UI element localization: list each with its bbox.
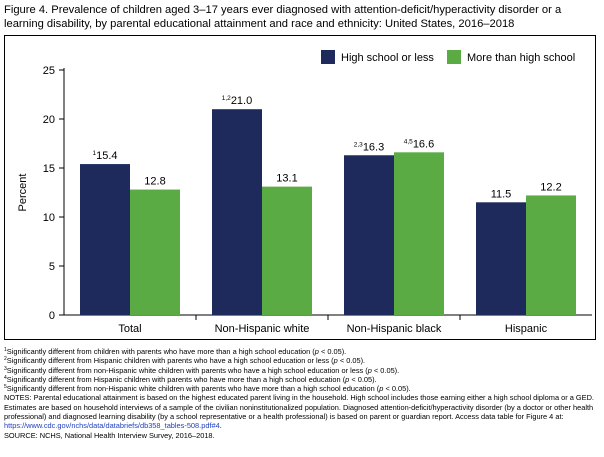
x-tick-label: Total (118, 323, 141, 335)
data-label: 13.1 (276, 173, 297, 185)
bar-more-than-high-school (130, 189, 180, 315)
x-tick-label: Non-Hispanic white (215, 323, 310, 335)
y-axis-label: Percent (17, 174, 29, 212)
legend-label: More than high school (467, 52, 575, 64)
significance-marker: 2,3 (354, 141, 363, 148)
significance-marker: 4,5 (404, 138, 413, 145)
footnote-5: 5Significantly different from non-Hispan… (4, 384, 411, 394)
bar-high-school-or-less (476, 202, 526, 315)
legend-swatch (447, 50, 461, 64)
data-label: 11.5 (491, 188, 512, 200)
y-tick-label: 15 (43, 163, 55, 175)
data-label: 2,316.3 (354, 141, 384, 153)
data-value: 21.0 (231, 95, 252, 107)
legend-label: High school or less (341, 52, 434, 64)
footnote-2: 2Significantly different from Hispanic c… (4, 356, 366, 366)
bar-more-than-high-school (394, 152, 444, 315)
legend-swatch (321, 50, 335, 64)
data-value: 16.3 (363, 141, 384, 153)
y-tick-label: 25 (43, 65, 55, 77)
figure-title: Figure 4. Prevalence of children aged 3–… (4, 4, 562, 30)
bar-chart: 0 5 10 15 20 25 Percent Total 115.4 12.8 Non-Hispa… (17, 50, 592, 335)
data-label: 12.8 (144, 176, 165, 188)
bar-high-school-or-less (212, 109, 262, 315)
bar-more-than-high-school (262, 186, 312, 315)
data-label: 115.4 (92, 150, 117, 162)
bar-high-school-or-less (344, 155, 394, 315)
source-line: SOURCE: NCHS, National Health Interview … (4, 430, 215, 440)
significance-marker: 1,2 (222, 95, 231, 102)
chart-area: 0 5 10 15 20 25 Percent Total 115.4 12.8 Non-Hispa… (4, 35, 596, 340)
notes-paragraph: NOTES: Parental educational attainment i… (4, 393, 594, 431)
footnotes: 1Significantly different from children w… (4, 347, 600, 440)
footnote-1: 1Significantly different from children w… (4, 347, 347, 356)
data-label: 12.2 (540, 181, 561, 193)
x-tick-label: Hispanic (505, 323, 548, 335)
bar-high-school-or-less (80, 164, 130, 315)
data-label: 1,221.0 (222, 95, 252, 107)
y-tick-label: 20 (43, 114, 55, 126)
y-tick-label: 10 (43, 212, 55, 224)
data-value: 16.6 (413, 138, 434, 150)
footnote-3: 3Significantly different from non-Hispan… (4, 365, 400, 375)
data-label: 4,516.6 (404, 138, 434, 150)
y-tick-label: 0 (49, 310, 55, 322)
x-tick-label: Non-Hispanic black (347, 323, 442, 335)
y-tick-label: 5 (49, 261, 55, 273)
footnote-4: 4Significantly different from Hispanic c… (4, 374, 377, 384)
significance-marker: 1 (92, 150, 96, 157)
bar-more-than-high-school (526, 195, 576, 315)
data-value: 15.4 (96, 150, 117, 162)
data-table-link[interactable]: https://www.cdc.gov/nchs/data/databriefs… (4, 421, 220, 431)
